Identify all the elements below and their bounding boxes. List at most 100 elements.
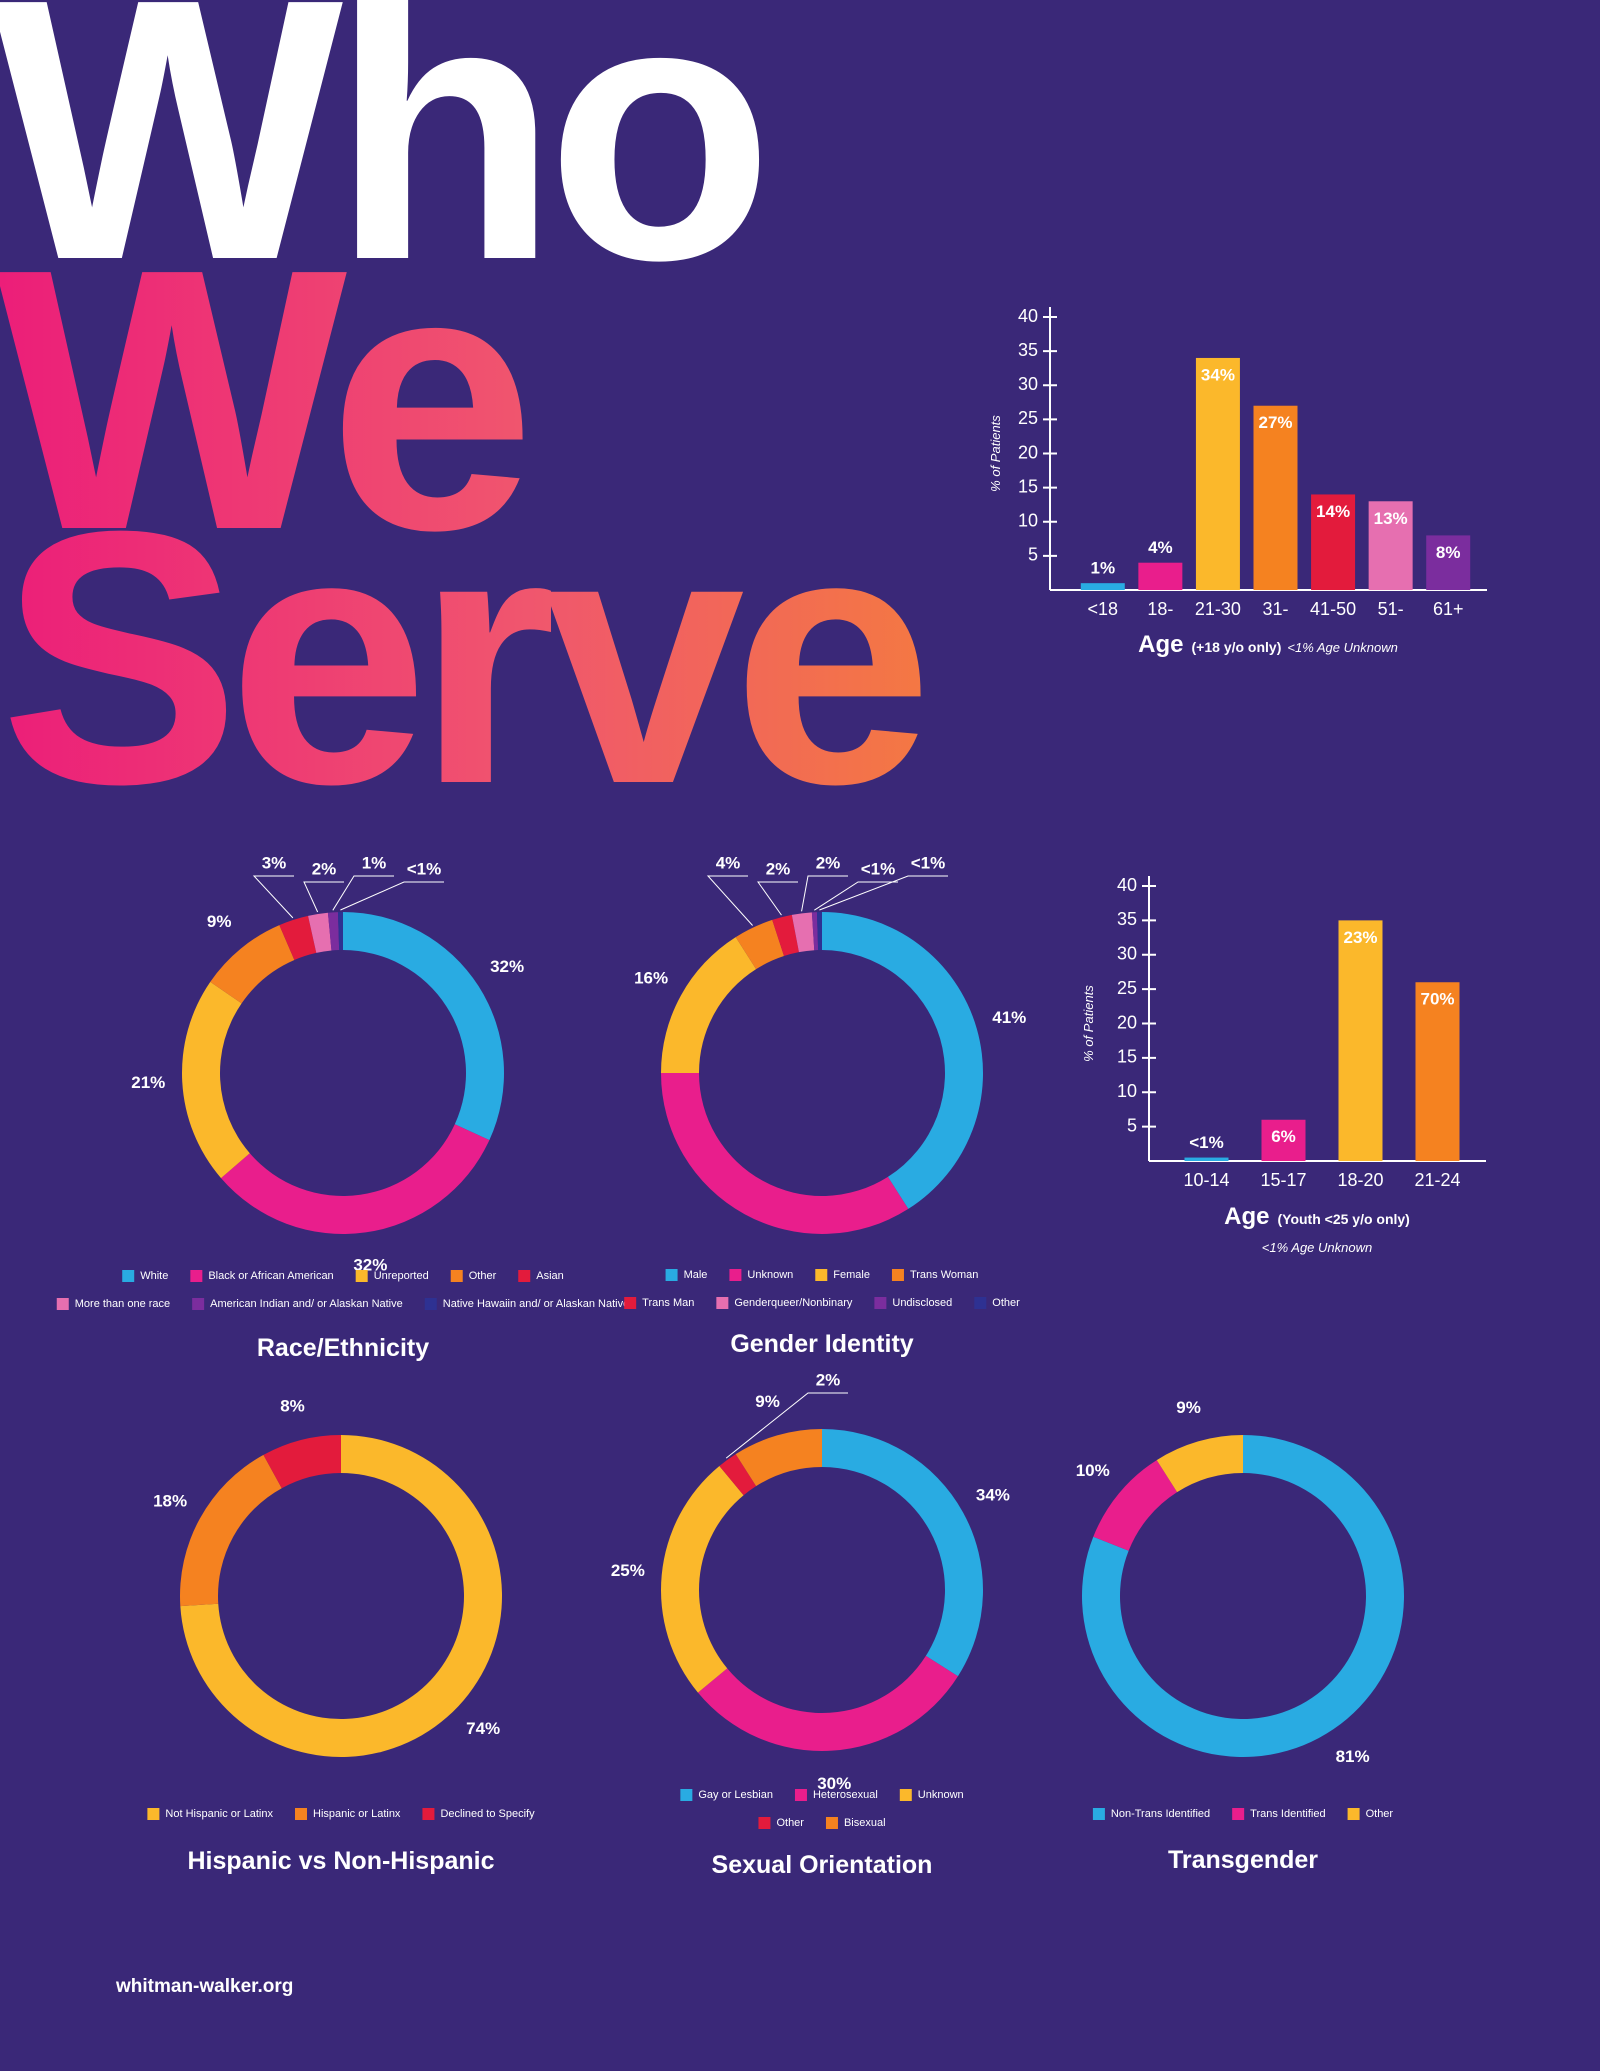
legend-label: Other xyxy=(469,1270,497,1282)
value-label: 2% xyxy=(312,859,337,878)
legend-label: Asian xyxy=(536,1270,564,1282)
donut-segment xyxy=(180,1454,282,1607)
leader-line xyxy=(757,881,798,916)
y-tick-label: 10 xyxy=(1117,1081,1137,1101)
chart-title: Gender Identity xyxy=(730,1330,913,1358)
legend-label: Unreported xyxy=(374,1270,429,1282)
legend-swatch xyxy=(122,1270,135,1282)
y-tick-label: 35 xyxy=(1117,909,1137,929)
x-tick-label: 61+ xyxy=(1433,599,1464,619)
title-text: Age xyxy=(1138,631,1183,658)
legend-label: Declined to Specify xyxy=(440,1808,535,1820)
legend-swatch xyxy=(424,1298,437,1310)
legend-label: Female xyxy=(833,1269,870,1281)
value-label: <1% xyxy=(1189,1133,1224,1152)
legend-swatch xyxy=(729,1269,742,1281)
value-label: 34% xyxy=(1201,365,1235,384)
value-label: 32% xyxy=(353,1256,387,1275)
chart-title: Race/Ethnicity xyxy=(257,1334,429,1362)
bar xyxy=(1195,357,1240,590)
x-tick-label: 31- xyxy=(1262,599,1288,619)
donut-segment xyxy=(791,912,815,953)
leader-line xyxy=(252,875,294,919)
legend-swatch xyxy=(1347,1808,1360,1820)
value-label: 30% xyxy=(817,1774,851,1793)
y-tick-label: 5 xyxy=(1028,545,1038,565)
footer-url: whitman-walker.org xyxy=(115,1976,293,1997)
legend-swatch xyxy=(355,1270,368,1282)
legend-label: Unknown xyxy=(918,1789,964,1801)
bar xyxy=(1184,1157,1229,1161)
x-tick-label: 21-24 xyxy=(1414,1170,1460,1190)
value-label: <1% xyxy=(911,853,946,872)
legend-swatch xyxy=(422,1808,435,1820)
donut-segment xyxy=(308,912,332,953)
legend-label: Bisexual xyxy=(844,1817,886,1829)
value-label: 23% xyxy=(1343,928,1377,947)
value-label: 41% xyxy=(992,1008,1026,1027)
legend-label: Black or African American xyxy=(208,1270,333,1282)
donut-segment xyxy=(343,912,504,1141)
y-tick-label: 15 xyxy=(1117,1047,1137,1067)
donut-segment xyxy=(811,912,819,951)
legend-label: Genderqueer/Nonbinary xyxy=(734,1297,853,1309)
donut-segment xyxy=(719,1454,757,1496)
headline-who: Who xyxy=(0,0,762,337)
value-label: 14% xyxy=(1316,502,1350,521)
donut-segment xyxy=(735,1429,822,1487)
legend-label: Unknown xyxy=(747,1269,793,1281)
x-tick-label: 15-17 xyxy=(1260,1170,1306,1190)
legend-swatch xyxy=(758,1817,771,1829)
subtitle-text: (+18 y/o only) xyxy=(1192,639,1282,655)
legend-swatch xyxy=(192,1298,205,1310)
headline-serve: Serve xyxy=(0,457,924,859)
headline-we: We xyxy=(0,191,526,607)
value-label: 6% xyxy=(1271,1127,1296,1146)
donut-segment xyxy=(327,912,340,951)
x-tick-label: <18 xyxy=(1088,599,1119,619)
y-tick-label: 5 xyxy=(1127,1115,1137,1135)
leader-line xyxy=(340,881,444,911)
leader-line xyxy=(801,875,848,912)
legend-label: American Indian and/ or Alaskan Native xyxy=(210,1298,403,1310)
y-tick-label: 25 xyxy=(1117,978,1137,998)
y-tick-label: 15 xyxy=(1018,476,1038,496)
value-label: 81% xyxy=(1336,1747,1370,1766)
value-label: 25% xyxy=(611,1561,645,1580)
value-label: 18% xyxy=(153,1492,187,1511)
y-tick-label: 25 xyxy=(1018,408,1038,428)
note-text: <1% Age Unknown xyxy=(1262,1240,1372,1255)
legend-swatch xyxy=(899,1789,912,1801)
legend-label: Heterosexual xyxy=(813,1789,878,1801)
value-label: 8% xyxy=(1436,543,1461,562)
donut-segment xyxy=(279,915,317,961)
value-label: 2% xyxy=(816,1370,841,1389)
donut-segment xyxy=(221,1124,490,1235)
legend-label: Male xyxy=(684,1269,708,1281)
y-tick-label: 30 xyxy=(1117,944,1137,964)
donut-segment xyxy=(337,912,343,951)
legend-swatch xyxy=(815,1269,828,1281)
y-axis-label: % of Patients xyxy=(988,415,1003,492)
value-label: 13% xyxy=(1374,509,1408,528)
x-tick-label: 51- xyxy=(1378,599,1404,619)
leader-line xyxy=(725,1392,848,1459)
bar xyxy=(1261,1119,1306,1161)
donut-segment xyxy=(661,937,757,1073)
value-label: 3% xyxy=(262,853,287,872)
legend-swatch xyxy=(974,1297,987,1309)
legend-swatch xyxy=(147,1808,160,1820)
value-label: 74% xyxy=(466,1719,500,1738)
x-tick-label: 21-30 xyxy=(1195,599,1241,619)
legend-label: Not Hispanic or Latinx xyxy=(165,1808,273,1820)
value-label: 9% xyxy=(207,912,232,931)
value-label: <1% xyxy=(407,859,442,878)
chart-title: Transgender xyxy=(1168,1846,1318,1874)
value-label: 9% xyxy=(1176,1398,1201,1417)
value-label: 2% xyxy=(766,859,791,878)
donut-segment xyxy=(661,1465,744,1693)
donut-segment xyxy=(210,925,295,1004)
leader-line xyxy=(814,881,898,911)
x-tick-label: 18- xyxy=(1147,599,1173,619)
